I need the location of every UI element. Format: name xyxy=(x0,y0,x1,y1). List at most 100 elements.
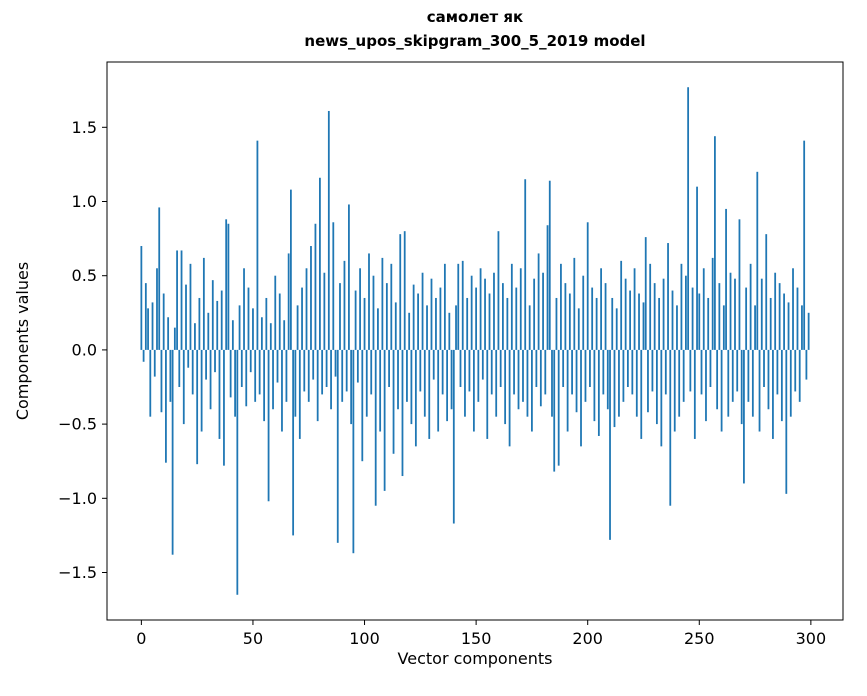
bar xyxy=(354,290,357,350)
bar xyxy=(731,349,734,402)
bar xyxy=(403,231,406,350)
bar xyxy=(497,231,500,350)
bar xyxy=(653,283,656,350)
bar xyxy=(740,349,743,425)
bar xyxy=(323,272,326,350)
bar xyxy=(564,283,567,350)
x-tick-label: 50 xyxy=(243,629,263,648)
bar xyxy=(430,278,433,350)
bar xyxy=(767,349,770,410)
bar xyxy=(198,297,201,350)
bar xyxy=(176,250,178,350)
bar xyxy=(794,349,797,392)
bar xyxy=(252,308,254,350)
bar xyxy=(443,263,446,350)
chart-title-line2: news_upos_skipgram_300_5_2019 model xyxy=(304,32,645,50)
bar xyxy=(736,349,739,392)
bar xyxy=(426,305,428,350)
bar xyxy=(595,297,598,350)
bar xyxy=(140,246,143,350)
bar xyxy=(560,263,562,350)
bar xyxy=(305,268,308,350)
bar xyxy=(363,297,366,350)
bar xyxy=(314,223,317,350)
bar xyxy=(220,290,223,350)
bar xyxy=(207,312,210,350)
bar xyxy=(649,263,652,350)
bar xyxy=(397,349,399,410)
bar xyxy=(620,260,623,350)
bar xyxy=(343,260,346,350)
bar xyxy=(383,349,386,491)
bar xyxy=(290,189,292,350)
bar xyxy=(350,349,353,425)
bar xyxy=(626,349,629,387)
bar xyxy=(410,349,413,425)
bar xyxy=(178,349,181,387)
bar xyxy=(147,308,149,350)
bar xyxy=(484,278,486,350)
bar xyxy=(185,284,187,350)
bar xyxy=(374,349,377,506)
bar xyxy=(698,293,701,350)
bar xyxy=(522,349,524,402)
bar xyxy=(187,349,190,368)
bar xyxy=(269,323,272,350)
bar xyxy=(488,293,491,350)
bar xyxy=(247,287,250,350)
bar xyxy=(662,278,665,350)
bar xyxy=(169,349,172,402)
bar xyxy=(439,287,442,350)
bar xyxy=(457,263,460,350)
bar xyxy=(687,87,690,350)
x-tick-label: 100 xyxy=(349,629,380,648)
bar xyxy=(553,349,556,472)
bar xyxy=(191,349,194,395)
bar xyxy=(406,349,408,402)
bar xyxy=(182,349,185,425)
bar xyxy=(385,283,388,350)
bar xyxy=(160,349,163,413)
y-tick-label: 1.5 xyxy=(72,118,97,137)
bar xyxy=(586,222,589,350)
bar xyxy=(330,349,332,410)
bar xyxy=(798,349,801,402)
bar xyxy=(531,349,533,432)
bar xyxy=(682,349,685,402)
bar xyxy=(671,290,674,350)
x-tick-label: 200 xyxy=(572,629,603,648)
bar xyxy=(312,349,315,380)
bar xyxy=(455,305,457,350)
bar xyxy=(633,268,636,350)
bar xyxy=(499,349,502,387)
bar xyxy=(459,349,462,387)
bar xyxy=(573,257,576,350)
x-tick-label: 300 xyxy=(796,629,827,648)
bar xyxy=(738,219,741,350)
bar xyxy=(635,349,638,417)
axes-spines xyxy=(106,61,844,621)
bar xyxy=(341,349,344,402)
bar xyxy=(334,349,337,377)
bar xyxy=(571,349,573,395)
bar xyxy=(173,327,176,350)
bar xyxy=(298,349,301,439)
bar xyxy=(504,349,507,425)
bar xyxy=(189,263,192,350)
ticks-group: 0 50 100 150 200 250 300 −1.5 −1.0 −0.5 0.0 0.5 1.0 1… xyxy=(58,118,826,648)
bar xyxy=(678,349,681,417)
bar xyxy=(524,179,527,350)
bar xyxy=(722,305,725,350)
bar xyxy=(537,253,540,350)
bar xyxy=(399,234,402,350)
bar xyxy=(142,349,145,362)
bar xyxy=(419,349,422,392)
bar xyxy=(669,349,672,506)
bar xyxy=(200,349,203,432)
bar xyxy=(423,349,426,417)
bar xyxy=(792,268,794,350)
bar xyxy=(388,349,390,387)
bar xyxy=(754,305,756,350)
bar xyxy=(765,234,768,350)
bar xyxy=(481,349,484,380)
